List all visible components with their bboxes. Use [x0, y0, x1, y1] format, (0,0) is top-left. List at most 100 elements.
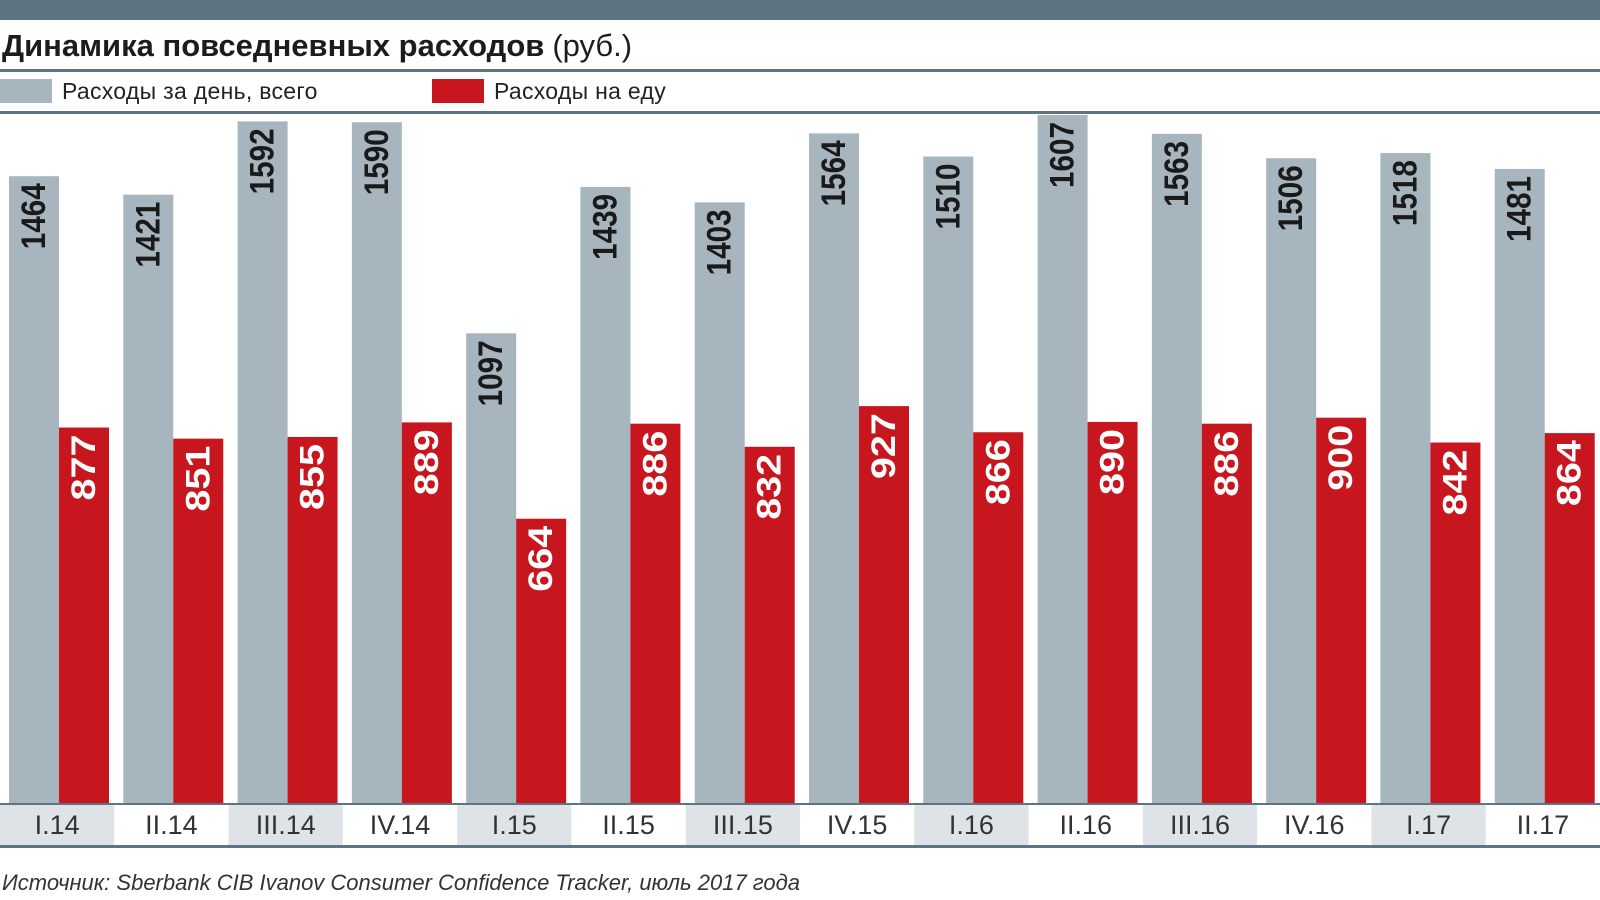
source-note: Источник: Sberbank CIB Ivanov Consumer C… — [2, 870, 801, 895]
data-label-total: 1592 — [244, 128, 282, 194]
top-bar — [0, 0, 1600, 20]
bar-food — [173, 438, 224, 803]
data-label-food: 855 — [294, 444, 332, 510]
x-tick-label: III.14 — [256, 810, 316, 840]
bar-food — [1201, 423, 1252, 803]
data-label-total: 1439 — [586, 194, 624, 260]
legend-item-total: Расходы за день, всего — [0, 76, 318, 106]
x-tick-label: II.15 — [602, 810, 655, 840]
data-label-total: 1097 — [472, 340, 510, 406]
data-label-total: 1481 — [1501, 176, 1539, 242]
legend-label-total: Расходы за день, всего — [62, 77, 318, 104]
data-label-total: 1564 — [815, 140, 853, 206]
category-band — [1485, 805, 1600, 845]
data-label-total: 1421 — [129, 202, 167, 268]
bar-food — [973, 432, 1024, 803]
data-label-food: 864 — [1551, 440, 1589, 506]
category-band — [800, 805, 915, 845]
data-label-total: 1518 — [1386, 160, 1424, 226]
x-tick-label: II.17 — [1517, 810, 1570, 840]
x-tick-label: IV.16 — [1284, 810, 1345, 840]
data-label-food: 832 — [751, 454, 789, 520]
bar-total — [809, 133, 859, 804]
data-label-total: 1590 — [358, 129, 396, 195]
bar-food — [1087, 421, 1138, 803]
data-label-food: 842 — [1436, 450, 1474, 516]
category-band — [1142, 805, 1258, 845]
data-label-food: 664 — [522, 526, 560, 592]
data-label-total: 1510 — [929, 164, 967, 230]
x-tick-label: I.16 — [949, 810, 994, 840]
data-label-food: 877 — [65, 435, 103, 501]
data-label-food: 927 — [865, 413, 903, 479]
category-band — [457, 805, 572, 845]
bar-total — [1494, 168, 1545, 804]
bar-total — [580, 186, 631, 804]
category-band — [1257, 805, 1372, 845]
data-label-total: 1403 — [701, 209, 739, 275]
bar-total — [1380, 153, 1431, 804]
bar-total — [9, 176, 59, 803]
category-band — [914, 805, 1029, 845]
data-label-total: 1563 — [1158, 141, 1196, 207]
data-label-food: 851 — [179, 446, 217, 512]
data-label-food: 886 — [1208, 431, 1246, 497]
bar-food — [516, 518, 567, 803]
data-label-total: 1464 — [15, 183, 53, 249]
category-band — [228, 805, 343, 845]
legend: Расходы за день, всего Расходы на еду — [0, 76, 1600, 106]
category-band — [571, 805, 686, 845]
bar-food — [287, 436, 338, 803]
category-band — [114, 805, 229, 845]
bar-chart: I.14 II.14 III.14 IV.14 I.15 II.15 III.15 IV.15… — [0, 115, 1600, 848]
legend-rule — [0, 111, 1600, 114]
data-label-food: 900 — [1322, 425, 1360, 491]
bar-total — [1037, 115, 1088, 803]
bar-total — [1266, 158, 1317, 803]
legend-swatch-total — [0, 79, 52, 103]
x-tick-label: I.14 — [35, 810, 80, 840]
category-band — [1028, 805, 1143, 845]
bar-food — [1316, 417, 1367, 803]
data-label-food: 866 — [979, 439, 1017, 505]
data-label-food: 889 — [408, 429, 446, 495]
data-label-food: 886 — [636, 431, 674, 497]
data-label-total: 1506 — [1272, 165, 1310, 231]
data-label-total: 1607 — [1044, 122, 1082, 188]
bar-total — [923, 156, 974, 803]
x-tick-label: III.15 — [713, 810, 773, 840]
legend-item-food: Расходы на еду — [432, 76, 666, 106]
x-tick-label: IV.14 — [370, 810, 431, 840]
axis-bottom-rule — [0, 845, 1600, 848]
bar-food — [1430, 442, 1481, 803]
bar-food — [744, 446, 795, 803]
bar-food — [1544, 433, 1595, 803]
bar-food — [59, 427, 109, 803]
x-axis-line — [0, 803, 1600, 805]
data-label-food: 890 — [1094, 429, 1132, 495]
chart-unit: (руб.) — [552, 28, 633, 63]
category-band — [342, 805, 458, 845]
chart-title-text: Динамика повседневных расходов — [2, 28, 545, 63]
chart-title: Динамика повседневных расходов (руб.) — [2, 24, 632, 68]
bar-food — [859, 406, 909, 803]
bar-total — [123, 194, 174, 804]
category-band — [0, 805, 115, 845]
bar-total — [466, 333, 517, 803]
legend-label-food: Расходы на еду — [494, 77, 667, 104]
bar-total — [237, 121, 288, 804]
bar-food — [401, 422, 452, 803]
legend-swatch-food — [432, 79, 484, 103]
x-tick-label: II.16 — [1059, 810, 1112, 840]
category-band — [685, 805, 800, 845]
x-tick-label: IV.15 — [827, 810, 888, 840]
x-tick-label: III.16 — [1170, 810, 1230, 840]
x-tick-label: II.14 — [145, 810, 198, 840]
bar-total — [1151, 133, 1202, 803]
bar-total — [351, 122, 402, 804]
title-rule — [0, 69, 1600, 72]
x-tick-label: I.17 — [1406, 810, 1451, 840]
bar-food — [630, 423, 681, 803]
x-tick-label: I.15 — [492, 810, 537, 840]
category-band — [1371, 805, 1486, 845]
